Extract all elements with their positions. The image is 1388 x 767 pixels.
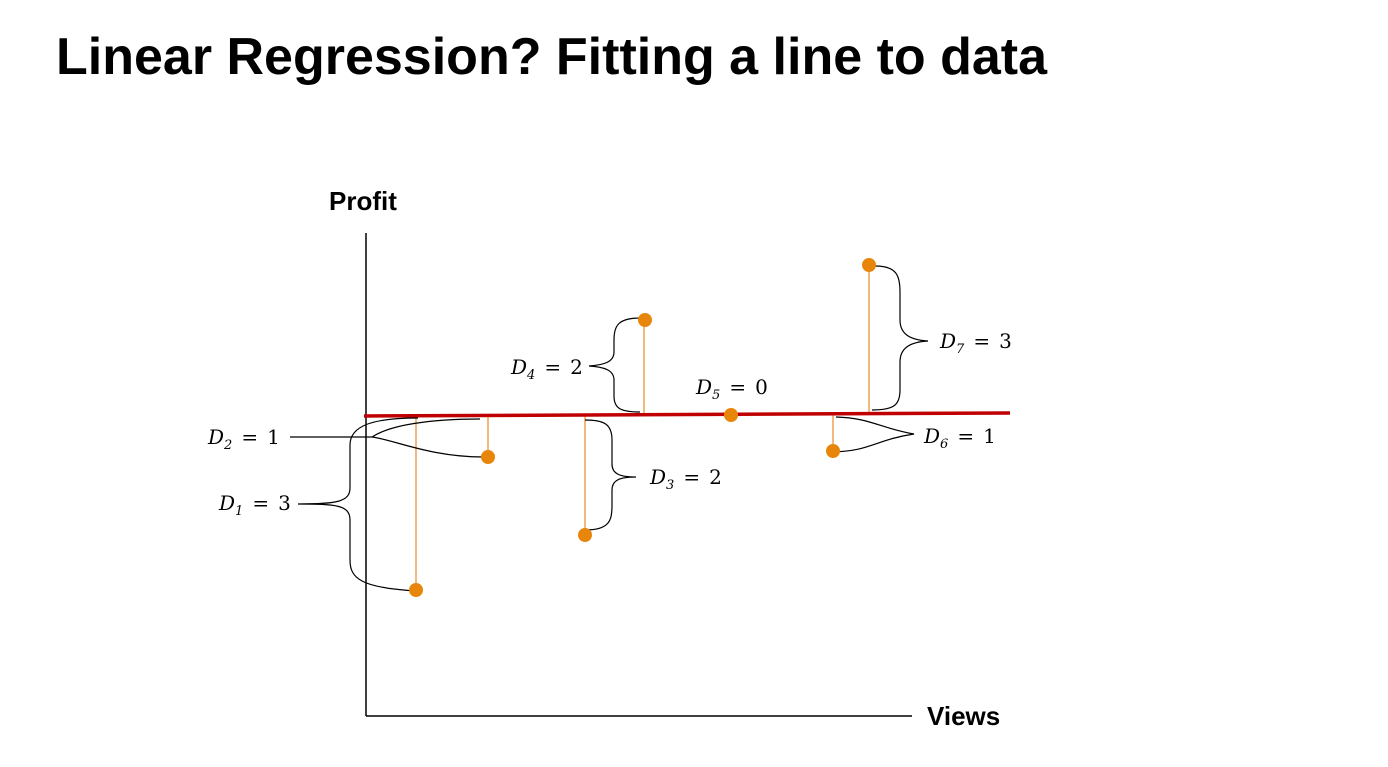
slide-title: Linear Regression? Fitting a line to dat… [56,28,1048,86]
residual-label-d1-val: 3 [278,491,291,515]
data-points [409,258,876,597]
data-point-7 [862,258,876,272]
brace-d4 [588,317,641,413]
residual-label-d6-var: D [923,424,940,448]
residual-label-d3-var: D [649,465,666,489]
residual-label-d5-val: 0 [755,375,768,399]
residual-label-d1-sub: 1 [235,504,243,519]
residual-label-d4-var: D [510,355,527,379]
braces [290,265,929,592]
residual-label-d7-eq: = [973,329,990,353]
regression-line [363,411,1011,418]
residual-label-d4-sub: 4 [526,368,535,383]
residual-label-d6-val: 1 [983,424,996,448]
residual-label-d2-sub: 2 [223,438,232,453]
brace-d6 [828,416,915,453]
x-axis-label: Views [927,701,1000,731]
residual-label-d5-var: D [695,375,712,399]
residual-label-d4: D4 = 2 [510,355,583,383]
residual-label-d6: D6 = 1 [923,424,996,452]
brace-d2 [290,418,485,458]
y-axis-label: Profit [329,186,397,216]
residual-label-d1-eq: = [252,491,269,515]
residual-label-d2: D2 = 1 [207,425,280,453]
residual-label-d7-var: D [939,329,956,353]
data-point-1 [409,583,423,597]
data-point-3 [578,528,592,542]
residual-label-d3-sub: 3 [666,478,674,493]
brace-d7 [871,265,929,411]
residual-label-d2-var: D [207,425,224,449]
residual-label-d7-sub: 7 [956,342,965,357]
residual-label-d1-var: D [218,491,235,515]
residual-label-d5-eq: = [729,375,746,399]
residual-label-d2-eq: = [241,425,258,449]
residual-label-d3-val: 2 [709,465,722,489]
data-point-2 [481,450,495,464]
residual-label-d5: D5 = 0 [695,375,768,403]
residual-label-d1: D1 = 3 [218,491,291,519]
residual-label-d3: D3 = 2 [649,465,722,493]
residual-label-d5-sub: 5 [712,388,720,403]
residual-label-d4-eq: = [544,355,561,379]
data-point-6 [826,444,840,458]
data-point-5 [724,408,738,422]
residual-label-d7-val: 3 [999,329,1012,353]
residual-label-d6-eq: = [957,424,974,448]
residual-label-d4-val: 2 [570,355,583,379]
brace-d3 [584,419,637,531]
residual-label-d7: D7 = 3 [939,329,1012,357]
residual-label-d3-eq: = [683,465,700,489]
residual-label-d6-sub: 6 [940,437,948,452]
residual-label-d2-val: 1 [267,425,280,449]
brace-d1 [297,417,419,592]
data-point-4 [638,313,652,327]
